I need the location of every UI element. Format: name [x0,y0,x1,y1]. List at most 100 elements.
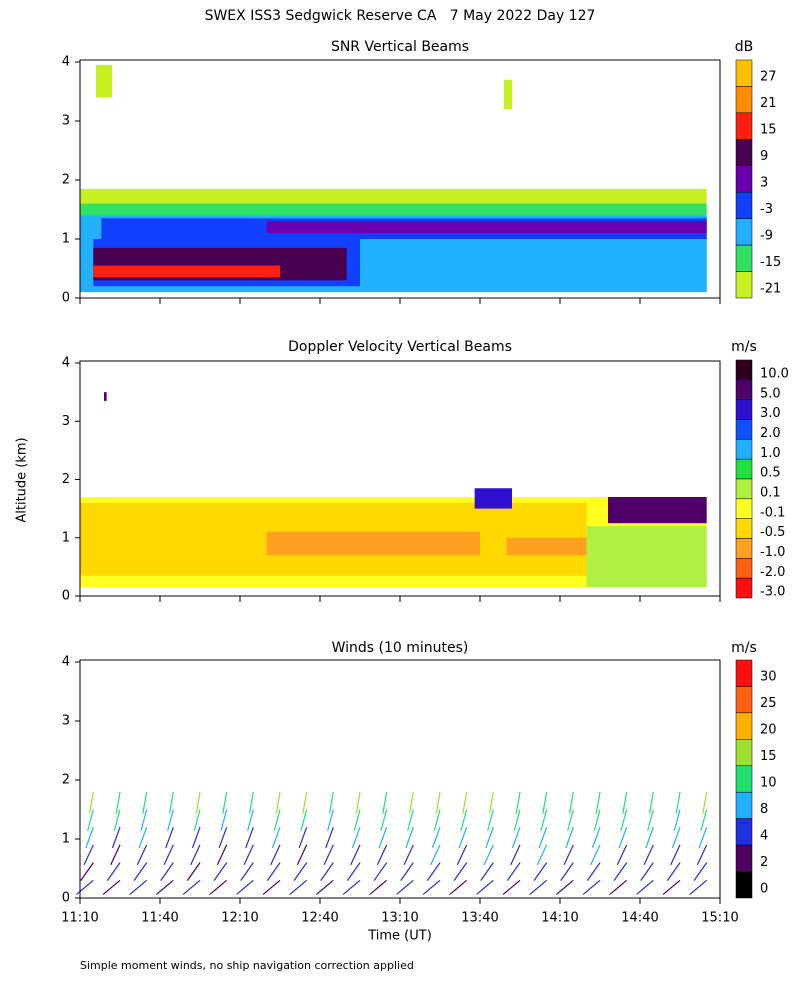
colorbar-tick-label: -21 [760,281,781,296]
wind-barb [449,879,468,895]
wind-barb [560,862,574,881]
wind-barb [87,809,94,831]
chart-title: SWEX ISS3 Sedgwick Reserve CA 7 May 2022… [205,8,596,24]
colorbar-bin [735,271,753,299]
wind-barb [275,791,281,814]
wind-barb [616,844,628,866]
wind-barb [273,809,281,831]
wind-barb [111,826,121,849]
colorbar-label: dB [735,39,754,55]
colorbar-tick-label: 2.0 [760,426,781,441]
wind-barb [369,879,388,895]
wind-barb [407,809,414,831]
wind-barb [405,826,414,849]
wind-barb [622,791,628,814]
wind-barb [316,879,334,895]
wind-barb [488,791,494,814]
wind-barb [168,791,174,814]
wind-barb [355,791,361,814]
wind-barb [353,809,361,831]
wind-barb [700,809,708,831]
wind-barb [220,809,228,831]
colorbar-bin [735,558,753,579]
colorbar-tick-label: 0.5 [760,466,781,481]
colorbar-bin [735,791,753,819]
wind-barb [190,844,201,866]
colorbar-bin [735,379,753,400]
wind-barb [702,791,708,814]
wind-barb [648,791,654,814]
colorbar-bin [735,686,753,714]
wind-barb [556,879,574,895]
wind-barb [270,844,281,866]
colorbar-tick-label: 9 [760,149,768,164]
wind-barb [378,826,388,849]
wind-barb [435,791,441,814]
wind-barb [582,879,601,895]
panel-title: Winds (10 minutes) [332,640,469,656]
colorbar-tick-label: -3 [760,202,773,217]
y-tick-label: 2 [62,472,70,487]
colorbar-tick-label: -15 [760,255,781,270]
wind-barb [222,791,228,814]
wind-barb [302,791,308,814]
wind-barb [689,879,708,895]
wind-barb [133,862,148,881]
wind-barb [696,844,708,866]
colorbar-tick-label: -2.0 [760,565,785,580]
wind-barb [216,844,228,866]
wind-barb [156,879,174,895]
colorbar-tick-label: 2 [760,855,768,870]
colorbar-tick-label: 8 [760,802,768,817]
colorbar-bin [735,739,753,767]
wind-barb [618,826,628,849]
wind-barb [565,826,574,849]
wind-barb [533,862,548,881]
wind-barb [320,862,334,881]
wind-barb [80,862,94,881]
colorbar-tick-label: 10 [760,776,777,791]
wind-barb [666,862,681,881]
colorbar-tick-label: 3 [760,176,768,191]
wind-barb [167,809,174,831]
wind-barb [247,809,254,831]
wind-barb [586,862,601,881]
wind-barb [85,826,94,849]
wind-barb [325,826,334,849]
wind-barb [515,791,521,814]
wind-barb [209,879,228,895]
wind-barb [300,809,308,831]
x-tick-label: 11:40 [141,911,178,926]
wind-barb [182,879,201,895]
wind-barb [110,844,121,866]
wind-barb [426,862,441,881]
colorbar-tick-label: 1.0 [760,446,781,461]
footnote: Simple moment winds, no ship navigation … [80,959,414,972]
colorbar-bin [735,399,753,420]
wind-barb [647,809,654,831]
wind-barb [328,791,334,814]
wind-barb [590,844,601,866]
colorbar-bin [735,86,753,114]
colorbar-tick-label: -3.0 [760,585,785,600]
wind-barb [298,826,308,849]
x-tick-label: 14:10 [541,911,578,926]
colorbar-bin [735,419,753,440]
y-tick-label: 3 [62,714,70,729]
wind-barb [620,809,628,831]
colorbar-tick-label: 15 [760,749,777,764]
field-region [104,392,107,401]
x-tick-label: 13:40 [461,911,498,926]
wind-barb [613,862,628,881]
wind-barb [673,809,681,831]
y-tick-label: 4 [62,55,70,70]
wind-barb [431,826,441,849]
wind-barb [296,844,308,866]
wind-barb [193,809,201,831]
wind-barb [671,826,681,849]
field-region [93,265,280,278]
y-tick-label: 2 [62,173,70,188]
wind-barb [538,826,548,849]
